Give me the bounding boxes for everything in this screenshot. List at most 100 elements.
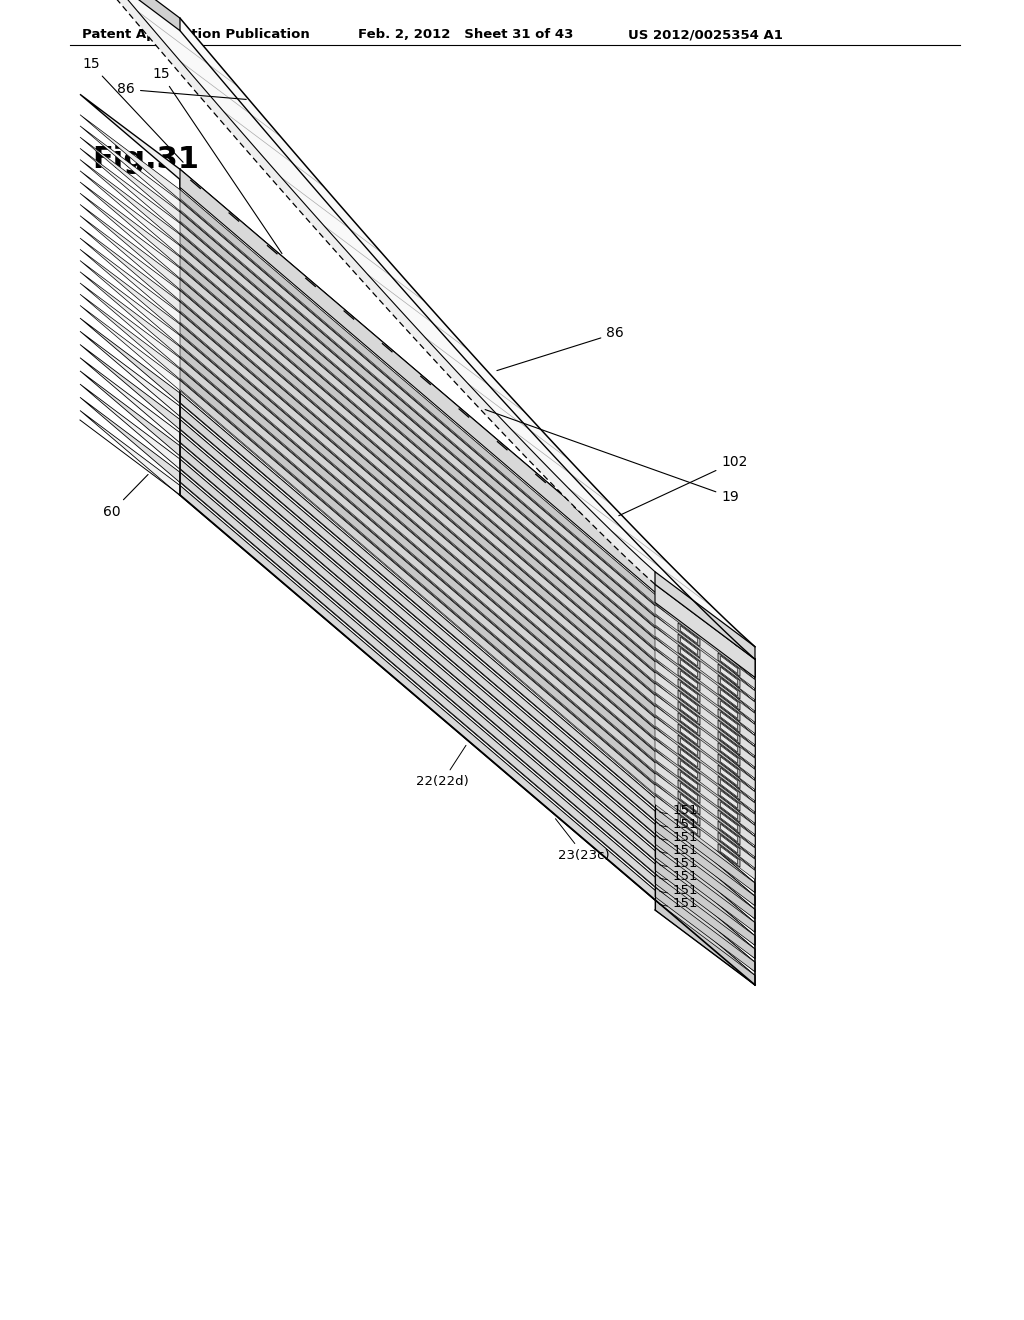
Polygon shape (718, 788, 740, 812)
Polygon shape (718, 810, 740, 834)
Polygon shape (721, 791, 737, 808)
Text: 15: 15 (82, 57, 183, 162)
Text: 86: 86 (497, 326, 624, 371)
Polygon shape (721, 723, 737, 741)
Polygon shape (80, 358, 755, 923)
Polygon shape (718, 664, 740, 688)
Polygon shape (681, 638, 697, 655)
Polygon shape (681, 705, 697, 722)
Polygon shape (80, 227, 755, 792)
Polygon shape (721, 667, 737, 685)
Polygon shape (655, 861, 755, 945)
Polygon shape (718, 698, 740, 722)
Polygon shape (80, 282, 755, 847)
Polygon shape (655, 751, 755, 834)
Polygon shape (655, 762, 755, 846)
Polygon shape (80, 272, 755, 837)
Polygon shape (655, 717, 755, 801)
Polygon shape (718, 776, 740, 800)
Polygon shape (655, 834, 755, 919)
Polygon shape (80, 170, 755, 735)
Polygon shape (180, 335, 755, 834)
Polygon shape (80, 411, 755, 975)
Text: 151: 151 (659, 830, 698, 843)
Polygon shape (655, 900, 755, 985)
Polygon shape (80, 182, 755, 747)
Polygon shape (80, 215, 755, 780)
Polygon shape (681, 738, 697, 756)
Polygon shape (80, 238, 755, 803)
Polygon shape (655, 874, 755, 958)
Text: Patent Application Publication: Patent Application Publication (82, 28, 309, 41)
Polygon shape (718, 833, 740, 857)
Polygon shape (718, 676, 740, 700)
Text: 86: 86 (118, 82, 246, 99)
Polygon shape (681, 693, 697, 711)
Text: 151: 151 (659, 857, 698, 870)
Polygon shape (655, 572, 755, 659)
Polygon shape (721, 768, 737, 785)
Polygon shape (721, 734, 737, 752)
Polygon shape (80, 294, 755, 859)
Text: 102: 102 (618, 455, 748, 516)
Polygon shape (678, 758, 700, 781)
Polygon shape (180, 486, 755, 985)
Polygon shape (80, 148, 755, 713)
Polygon shape (80, 115, 755, 680)
Text: US 2012/0025354 A1: US 2012/0025354 A1 (628, 28, 783, 41)
Polygon shape (180, 347, 755, 846)
Polygon shape (180, 433, 755, 932)
Polygon shape (80, 371, 755, 936)
Polygon shape (80, 305, 755, 870)
Text: Fig.31: Fig.31 (92, 145, 199, 174)
Polygon shape (681, 750, 697, 767)
Polygon shape (180, 257, 755, 756)
Text: 151: 151 (659, 817, 698, 830)
Polygon shape (678, 678, 700, 702)
Polygon shape (678, 791, 700, 814)
Text: 22(22d): 22(22d) (416, 746, 469, 788)
Polygon shape (681, 760, 697, 779)
Polygon shape (718, 754, 740, 777)
Polygon shape (721, 746, 737, 763)
Polygon shape (681, 805, 697, 824)
Polygon shape (718, 799, 740, 822)
Polygon shape (721, 711, 737, 730)
Polygon shape (655, 585, 755, 677)
Polygon shape (681, 626, 697, 644)
Polygon shape (655, 672, 755, 756)
Polygon shape (718, 721, 740, 744)
Polygon shape (681, 682, 697, 700)
Polygon shape (180, 302, 755, 801)
Polygon shape (655, 639, 755, 722)
Polygon shape (681, 660, 697, 677)
Polygon shape (655, 729, 755, 812)
Polygon shape (681, 671, 697, 689)
Polygon shape (180, 213, 755, 711)
Polygon shape (80, 384, 755, 949)
Polygon shape (655, 774, 755, 857)
Polygon shape (718, 766, 740, 789)
Polygon shape (678, 713, 700, 737)
Polygon shape (681, 795, 697, 812)
Polygon shape (721, 836, 737, 853)
Polygon shape (655, 739, 755, 824)
Polygon shape (681, 648, 697, 667)
Polygon shape (180, 169, 755, 677)
Polygon shape (80, 318, 755, 883)
Polygon shape (718, 821, 740, 845)
Polygon shape (678, 768, 700, 792)
Polygon shape (655, 616, 755, 700)
Polygon shape (180, 246, 755, 744)
Polygon shape (180, 313, 755, 812)
Polygon shape (678, 735, 700, 759)
Text: 151: 151 (659, 883, 698, 896)
Polygon shape (180, 280, 755, 779)
Polygon shape (80, 94, 755, 659)
Polygon shape (655, 684, 755, 767)
Polygon shape (718, 731, 740, 755)
Polygon shape (678, 623, 700, 647)
Polygon shape (678, 656, 700, 680)
Polygon shape (80, 205, 755, 770)
Polygon shape (180, 201, 755, 700)
